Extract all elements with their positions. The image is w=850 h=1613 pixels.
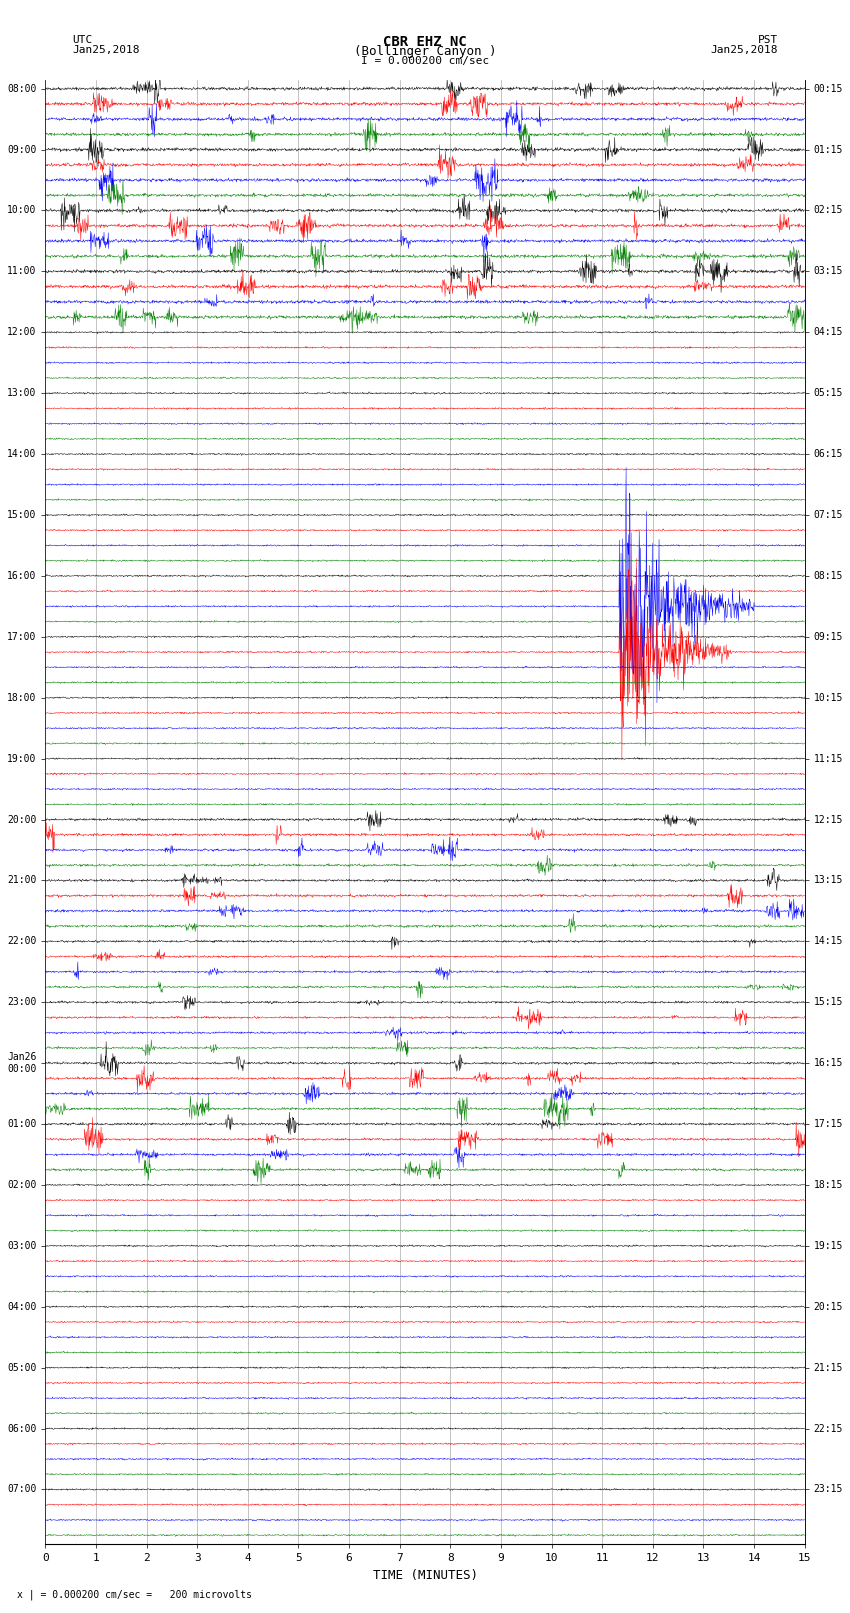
Text: PST: PST [757, 35, 778, 45]
Text: I = 0.000200 cm/sec: I = 0.000200 cm/sec [361, 56, 489, 66]
Text: Jan25,2018: Jan25,2018 [711, 45, 778, 55]
X-axis label: TIME (MINUTES): TIME (MINUTES) [372, 1569, 478, 1582]
Text: x | = 0.000200 cm/sec =   200 microvolts: x | = 0.000200 cm/sec = 200 microvolts [17, 1589, 252, 1600]
Text: CBR EHZ NC: CBR EHZ NC [383, 35, 467, 48]
Text: (Bollinger Canyon ): (Bollinger Canyon ) [354, 45, 496, 58]
Text: Jan25,2018: Jan25,2018 [72, 45, 139, 55]
Text: UTC: UTC [72, 35, 93, 45]
